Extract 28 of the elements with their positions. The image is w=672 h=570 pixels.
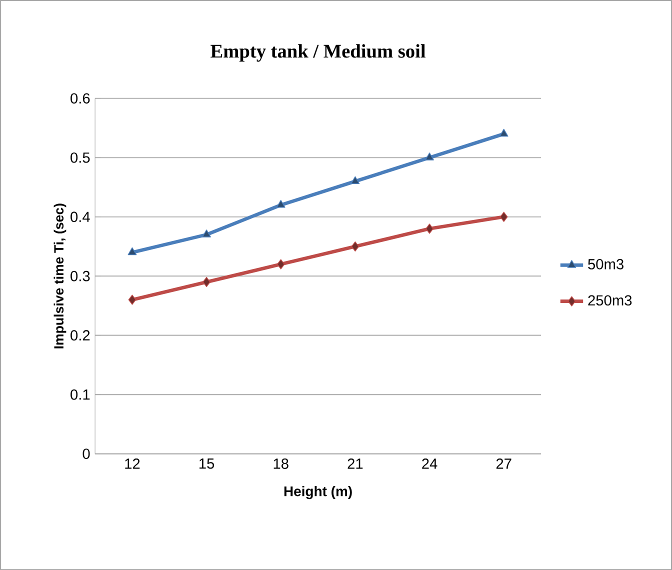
x-tick-label: 12	[125, 458, 140, 469]
x-tick-label: 15	[200, 458, 214, 469]
point	[128, 294, 136, 305]
x-tick-label: 24	[422, 458, 438, 469]
y-tick-label: 0.2	[70, 330, 90, 340]
legend-label: 250m3	[588, 295, 632, 306]
x-tick-label: 18	[274, 458, 288, 469]
y-tick-label: 0.3	[70, 270, 90, 282]
point	[426, 224, 434, 234]
x-tick-label: 21	[348, 458, 363, 469]
point	[351, 241, 360, 252]
y-tick-label: 0.4	[70, 212, 90, 222]
point	[425, 152, 434, 160]
x-axis-title: Height (m)	[284, 486, 352, 500]
chart-title: Empty tank / Medium soil	[210, 44, 426, 62]
legend-label: 50m3	[588, 258, 624, 270]
point	[500, 212, 508, 222]
point	[202, 229, 211, 238]
y-tick-label: 0	[82, 448, 90, 459]
point	[499, 128, 508, 137]
y-axis-title: Impulsive time Ti, (sec)	[54, 204, 66, 348]
y-tick-label: 0.6	[70, 93, 90, 104]
x-tick-label: 27	[496, 458, 512, 469]
point	[202, 276, 210, 287]
point	[276, 259, 285, 270]
y-tick-label: 0.1	[70, 389, 90, 400]
y-tick-label: 0.5	[70, 152, 90, 163]
point	[128, 247, 137, 256]
